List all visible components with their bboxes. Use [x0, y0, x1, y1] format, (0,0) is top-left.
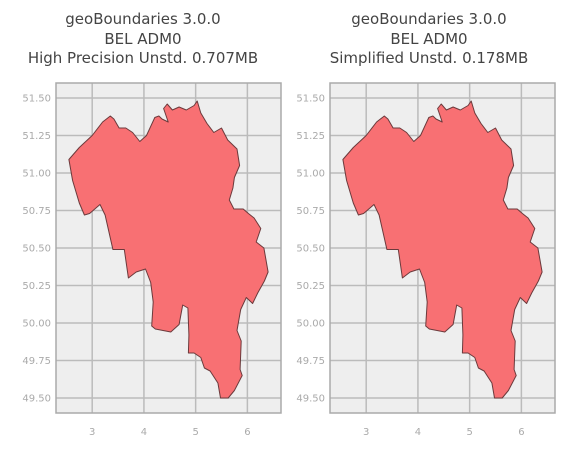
boundary-polygon [68, 100, 269, 399]
map-panel-high-precision: geoBoundaries 3.0.0 BEL ADM0 High Precis… [0, 0, 286, 454]
y-tick-label: 50.00 [22, 319, 51, 330]
boundary-polygon [342, 100, 543, 399]
x-tick-label: 3 [363, 427, 369, 438]
x-tick-label: 3 [89, 427, 95, 438]
y-tick-label: 50.50 [22, 244, 51, 255]
y-tick-label: 50.75 [22, 206, 51, 217]
x-tick-label: 6 [244, 427, 250, 438]
y-tick-label: 50.00 [296, 319, 325, 330]
y-tick-label: 50.25 [296, 281, 325, 292]
map-panel-simplified: geoBoundaries 3.0.0 BEL ADM0 Simplified … [286, 0, 572, 454]
title-line-2: BEL ADM0 [390, 29, 468, 48]
map-plot: 3 4 5 6 51.50 51.25 51.00 50.75 50.50 50.25 50.00 4… [22, 82, 282, 438]
x-tick-label: 4 [415, 427, 421, 438]
y-tick-label: 51.00 [296, 169, 325, 180]
x-tick-label: 6 [518, 427, 524, 438]
x-tick-label: 5 [192, 427, 198, 438]
title-line-3: High Precision Unstd. 0.707MB [27, 49, 259, 67]
x-tick-label: 4 [141, 427, 147, 438]
y-tick-label: 50.50 [296, 244, 325, 255]
map-plot: 3 4 5 6 51.50 51.25 51.00 50.75 50.50 50.25 50.00 4… [296, 82, 556, 438]
title-line-2: BEL ADM0 [104, 29, 182, 48]
y-tick-label: 49.50 [22, 394, 51, 405]
x-tick-label: 5 [466, 427, 472, 438]
title-line-1: geoBoundaries 3.0.0 [351, 10, 507, 28]
y-tick-label: 51.00 [22, 169, 51, 180]
plot-frame [55, 82, 282, 414]
y-tick-label: 51.50 [296, 94, 325, 105]
y-tick-label: 49.75 [22, 356, 51, 367]
y-tick-label: 51.25 [22, 131, 51, 142]
y-tick-label: 49.75 [296, 356, 325, 367]
y-tick-label: 51.25 [296, 131, 325, 142]
title-line-1: geoBoundaries 3.0.0 [65, 10, 221, 28]
map-title: geoBoundaries 3.0.0 BEL ADM0 Simplified … [286, 10, 572, 69]
y-tick-label: 51.50 [22, 94, 51, 105]
map-title: geoBoundaries 3.0.0 BEL ADM0 High Precis… [0, 10, 286, 69]
plot-frame [329, 82, 556, 414]
y-tick-label: 49.50 [296, 394, 325, 405]
title-line-3: Simplified Unstd. 0.178MB [329, 49, 529, 67]
y-tick-label: 50.75 [296, 206, 325, 217]
y-tick-label: 50.25 [22, 281, 51, 292]
